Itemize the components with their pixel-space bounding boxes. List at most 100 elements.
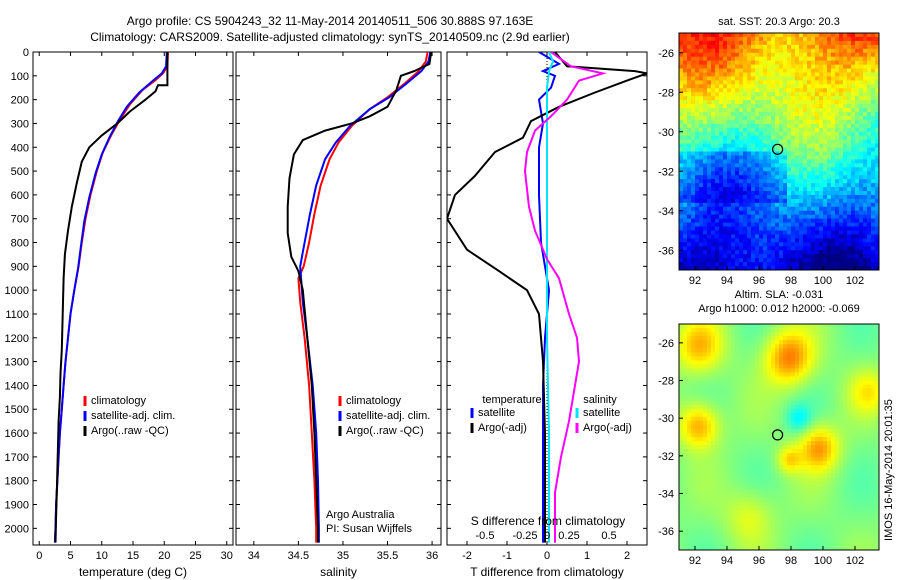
heatmap-cell [835,44,840,50]
heatmap-cell [775,123,780,129]
heatmap-cell [679,135,684,141]
heatmap-cell [827,198,832,204]
heatmap-cell [795,171,800,176]
heatmap-cell [819,100,824,105]
heatmap-cell [751,135,756,141]
heatmap-cell [855,84,860,89]
heatmap-cell [763,139,768,145]
heatmap-cell [691,380,696,386]
heatmap-cell [695,131,700,137]
heatmap-cell [871,104,876,109]
heatmap-cell [855,191,860,196]
heatmap-cell [695,384,700,390]
heatmap-cell [691,131,696,137]
heatmap-cell [763,167,768,172]
heatmap-cell [727,218,732,224]
heatmap-cell [739,332,744,337]
heatmap-cell [683,388,688,394]
heatmap-cell [723,115,728,121]
heatmap-cell [679,234,684,239]
heatmap-cell [743,135,748,141]
heatmap-cell [695,356,700,361]
heatmap-cell [811,372,816,377]
heatmap-cell [739,364,744,369]
heatmap-cell [747,194,752,200]
heatmap-cell [871,56,876,62]
heatmap-cell [771,364,776,369]
heatmap-cell [731,36,736,42]
heatmap-cell [703,392,708,398]
heatmap-cell [787,384,792,390]
heatmap-cell [691,226,696,231]
heatmap-cell [707,372,712,377]
heatmap-cell [847,104,852,109]
heatmap-cell [835,198,840,204]
heatmap-cell [687,167,692,172]
heatmap-cell [719,151,724,156]
heatmap-cell [787,127,792,133]
heatmap-cell [803,432,808,438]
heatmap-cell [687,230,692,235]
heatmap-cell [747,254,752,259]
heatmap-cell [791,238,796,243]
heatmap-cell [811,60,816,66]
heatmap-cell [699,92,704,97]
heatmap-cell [747,214,752,220]
heatmap-cell [735,453,740,458]
heatmap-cell [799,123,804,129]
heatmap-cell [703,84,708,89]
heatmap-cell [771,48,776,54]
heatmap-cell [819,348,824,353]
heatmap-cell [835,254,840,259]
heatmap-cell [843,376,848,381]
heatmap-cell [707,364,712,369]
heatmap-cell [823,408,828,414]
heatmap-cell [691,183,696,188]
heatmap-cell [683,392,688,398]
heatmap-cell [803,332,808,337]
heatmap-cell [699,155,704,160]
heatmap-cell [695,328,700,333]
heatmap-cell [735,428,740,434]
heatmap-cell [775,155,780,160]
heatmap-cell [863,175,868,180]
heatmap-cell [839,100,844,105]
heatmap-cell [839,151,844,156]
heatmap-cell [679,392,684,398]
heatmap-cell [735,437,740,442]
heatmap-cell [695,147,700,152]
heatmap-cell [863,135,868,141]
heatmap-cell [683,408,688,414]
heatmap-cell [683,76,688,81]
heatmap-cell [779,258,784,263]
heatmap-cell [759,175,764,180]
heatmap-cell [787,36,792,42]
heatmap-cell [687,44,692,50]
heatmap-cell [759,376,764,381]
heatmap-cell [867,33,872,38]
heatmap-cell [715,115,720,121]
heatmap-cell [871,380,876,386]
heatmap-cell [779,171,784,176]
heatmap-cell [867,364,872,369]
heatmap-cell [731,123,736,129]
heatmap-cell [703,328,708,333]
heatmap-cell [739,80,744,85]
heatmap-cell [787,112,792,117]
heatmap-cell [859,360,864,365]
heatmap-cell [787,352,792,357]
heatmap-cell [803,112,808,117]
heatmap-cell [723,424,728,430]
heatmap-cell [775,445,780,450]
heatmap-cell [839,194,844,200]
heatmap-cell [867,64,872,70]
heatmap-cell [787,340,792,345]
heatmap-cell [871,392,876,398]
heatmap-cell [843,400,848,406]
heatmap-cell [695,348,700,353]
heatmap-cell [695,392,700,398]
heatmap-cell [731,376,736,381]
heatmap-cell [823,234,828,239]
heatmap-cell [807,360,812,365]
heatmap-cell [871,254,876,259]
